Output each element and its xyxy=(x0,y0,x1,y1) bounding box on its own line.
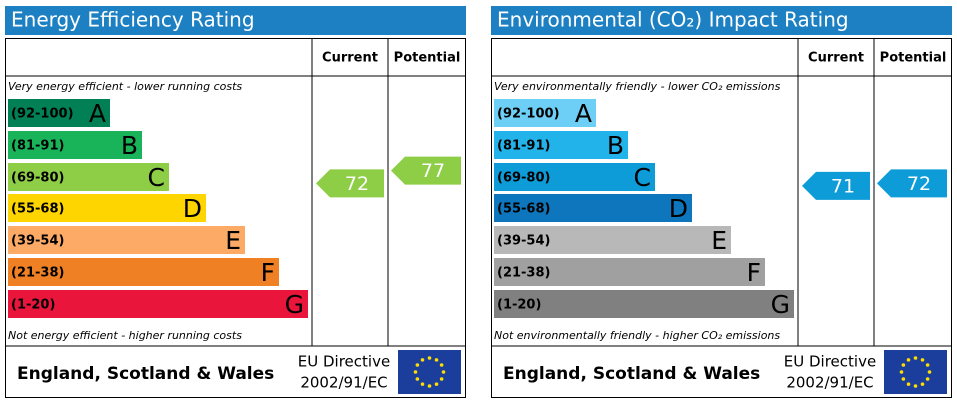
eu-star xyxy=(439,363,444,367)
top-note: Very environmentally friendly - lower CO… xyxy=(494,80,781,93)
band-range: (21-38) xyxy=(497,266,550,281)
rating-band xyxy=(8,163,169,191)
rating-arrow xyxy=(391,156,461,185)
band-range: (1-20) xyxy=(497,298,541,313)
band-range: (39-54) xyxy=(497,234,550,249)
footer-region: England, Scotland & Wales xyxy=(17,364,274,384)
footer-directive: 2002/91/EC xyxy=(786,374,873,392)
column-header: Potential xyxy=(880,51,947,66)
rating-band xyxy=(494,226,731,254)
eu-star xyxy=(427,384,432,388)
eu-star xyxy=(434,382,439,386)
eu-star xyxy=(920,358,925,362)
eu-star xyxy=(925,363,930,367)
band-range: (69-80) xyxy=(497,171,550,186)
bottom-note: Not energy efficient - higher running co… xyxy=(8,329,242,342)
band-range: (92-100) xyxy=(497,107,560,122)
footer-directive: 2002/91/EC xyxy=(300,374,387,392)
top-note: Very energy efficient - lower running co… xyxy=(8,80,242,93)
eu-star xyxy=(899,370,904,374)
footer-directive: EU Directive xyxy=(298,353,390,371)
band-range: (81-91) xyxy=(11,139,64,154)
band-letter: E xyxy=(225,226,241,255)
rating-band xyxy=(494,194,692,222)
band-range: (55-68) xyxy=(497,202,550,217)
band-range: (55-68) xyxy=(11,202,64,217)
band-letter: F xyxy=(261,258,275,287)
band-range: (21-38) xyxy=(11,266,64,281)
column-header: Current xyxy=(808,51,864,66)
eu-star xyxy=(927,370,932,374)
eu-star xyxy=(413,370,418,374)
rating-band xyxy=(494,163,655,191)
band-range: (92-100) xyxy=(11,107,74,122)
frame xyxy=(491,38,952,398)
band-range: (39-54) xyxy=(11,234,64,249)
band-range: (69-80) xyxy=(11,171,64,186)
column-header: Current xyxy=(322,51,378,66)
rating-panel: Energy Efficiency Rating Current Potential… xyxy=(5,6,466,398)
band-letter: D xyxy=(669,194,688,223)
eu-star xyxy=(441,370,446,374)
eu-star xyxy=(906,382,911,386)
eu-star xyxy=(415,377,420,381)
rating-band xyxy=(8,194,206,222)
footer-region: England, Scotland & Wales xyxy=(503,364,760,384)
rating-value: 72 xyxy=(345,173,369,195)
eu-star xyxy=(901,363,906,367)
band-letter: B xyxy=(607,131,624,160)
band-letter: C xyxy=(148,163,165,192)
band-letter: B xyxy=(121,131,138,160)
eu-star xyxy=(434,358,439,362)
title-bar xyxy=(5,6,466,35)
rating-band xyxy=(494,99,596,127)
eu-star xyxy=(901,377,906,381)
rating-value: 71 xyxy=(831,175,855,197)
band-range: (1-20) xyxy=(11,298,55,313)
rating-value: 77 xyxy=(421,160,445,182)
rating-band xyxy=(494,131,628,159)
rating-band xyxy=(8,258,279,286)
eu-star xyxy=(420,358,425,362)
rating-band xyxy=(494,290,794,318)
eu-star xyxy=(427,356,432,360)
rating-value: 72 xyxy=(907,173,931,195)
rating-arrow xyxy=(316,169,384,198)
panel-title: Environmental (CO₂) Impact Rating xyxy=(497,8,849,32)
eu-star xyxy=(906,358,911,362)
eu-star xyxy=(439,377,444,381)
rating-band xyxy=(8,99,110,127)
eu-star xyxy=(913,384,918,388)
eu-star xyxy=(420,382,425,386)
band-letter: G xyxy=(771,290,790,319)
panel-title: Energy Efficiency Rating xyxy=(11,8,255,32)
rating-panel: Environmental (CO₂) Impact Rating Current… xyxy=(491,6,952,398)
eu-star xyxy=(925,377,930,381)
rating-band xyxy=(494,258,765,286)
band-letter: D xyxy=(183,194,202,223)
column-header: Potential xyxy=(394,51,461,66)
band-letter: C xyxy=(634,163,651,192)
rating-arrow xyxy=(802,171,870,200)
eu-star xyxy=(415,363,420,367)
band-letter: A xyxy=(89,99,106,128)
band-letter: G xyxy=(285,290,304,319)
rating-band xyxy=(8,131,142,159)
rating-band xyxy=(8,290,308,318)
bottom-note: Not environmentally friendly - higher CO… xyxy=(494,329,780,342)
rating-arrow xyxy=(877,169,947,198)
band-letter: E xyxy=(711,226,727,255)
band-letter: F xyxy=(747,258,761,287)
band-letter: A xyxy=(575,99,592,128)
eu-star xyxy=(913,356,918,360)
rating-band xyxy=(8,226,245,254)
band-range: (81-91) xyxy=(497,139,550,154)
title-bar xyxy=(491,6,952,35)
eu-star xyxy=(920,382,925,386)
footer-directive: EU Directive xyxy=(784,353,876,371)
frame xyxy=(5,38,466,398)
